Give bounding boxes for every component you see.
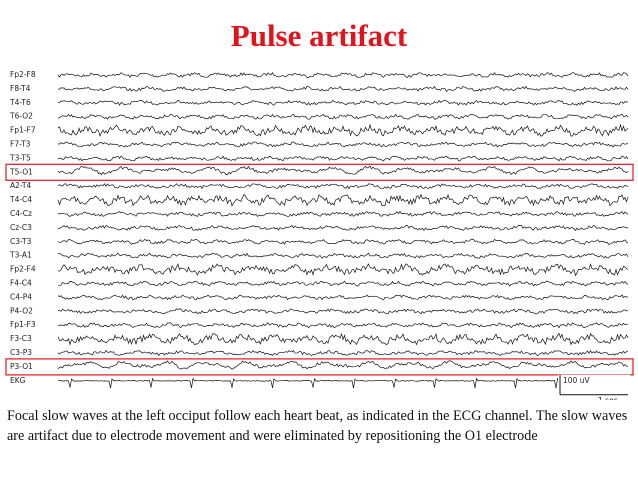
eeg-trace	[57, 155, 629, 162]
channel-label: P3-O1	[10, 362, 33, 371]
scale-amplitude: 100 uV	[563, 376, 590, 385]
eeg-trace	[57, 349, 629, 357]
channel-label: Cz-C3	[10, 223, 32, 232]
eeg-trace	[57, 280, 629, 287]
eeg-trace	[57, 72, 629, 78]
channel-label: Fp1-F3	[10, 320, 36, 329]
eeg-trace	[57, 263, 629, 277]
eeg-trace	[57, 360, 629, 370]
eeg-trace	[57, 224, 629, 232]
eeg-trace	[57, 332, 629, 346]
channel-label: Fp2-F8	[10, 70, 36, 79]
channel-label: F4-C4	[10, 279, 32, 288]
channel-label: T6-O2	[9, 112, 33, 121]
channel-label: C4-P4	[10, 292, 32, 301]
eeg-trace	[57, 85, 629, 92]
highlight-box	[5, 358, 634, 376]
scale-time: 1 sec	[598, 396, 618, 400]
eeg-trace	[58, 141, 629, 148]
channel-label: A2-T4	[10, 181, 32, 190]
eeg-trace	[57, 322, 629, 329]
channel-label: F8-T4	[10, 84, 31, 93]
channel-label: T5-O1	[9, 167, 33, 176]
channel-label: T3-T5	[9, 153, 31, 162]
eeg-trace	[57, 210, 629, 218]
channel-label: C4-Cz	[10, 209, 32, 218]
channel-label: P4-O2	[10, 306, 33, 315]
channel-label: T4-T6	[9, 98, 31, 107]
channel-label: C3-T3	[10, 237, 32, 246]
highlight-box	[5, 163, 634, 181]
eeg-trace	[57, 252, 629, 259]
eeg-trace	[57, 99, 629, 106]
channel-label: F7-T3	[10, 140, 31, 149]
eeg-figure: ❦ Fp2-F8F8-T4T4-T6T6-O2Fp1-F7F7-T3T3-T5T…	[5, 70, 634, 400]
channel-label: T3-A1	[9, 251, 32, 260]
eeg-trace	[57, 165, 629, 176]
channel-label: T4-C4	[9, 195, 32, 204]
caption: Focal slow waves at the left occiput fol…	[7, 408, 628, 444]
eeg-trace	[57, 183, 629, 190]
channel-label: Fp1-F7	[10, 126, 36, 135]
eeg-trace	[57, 123, 629, 137]
eeg-trace	[57, 113, 629, 120]
channel-label: Fp2-F4	[10, 265, 36, 274]
channel-label: F3-C3	[10, 334, 32, 343]
channel-label: C3-P3	[10, 348, 32, 357]
slide-title: Pulse artifact	[230, 18, 408, 53]
eeg-trace	[57, 294, 629, 301]
eeg-trace	[57, 238, 629, 245]
eeg-trace	[57, 308, 629, 315]
channel-label: EKG	[10, 376, 26, 385]
ekg-trace	[57, 377, 629, 389]
eeg-trace	[57, 193, 629, 207]
